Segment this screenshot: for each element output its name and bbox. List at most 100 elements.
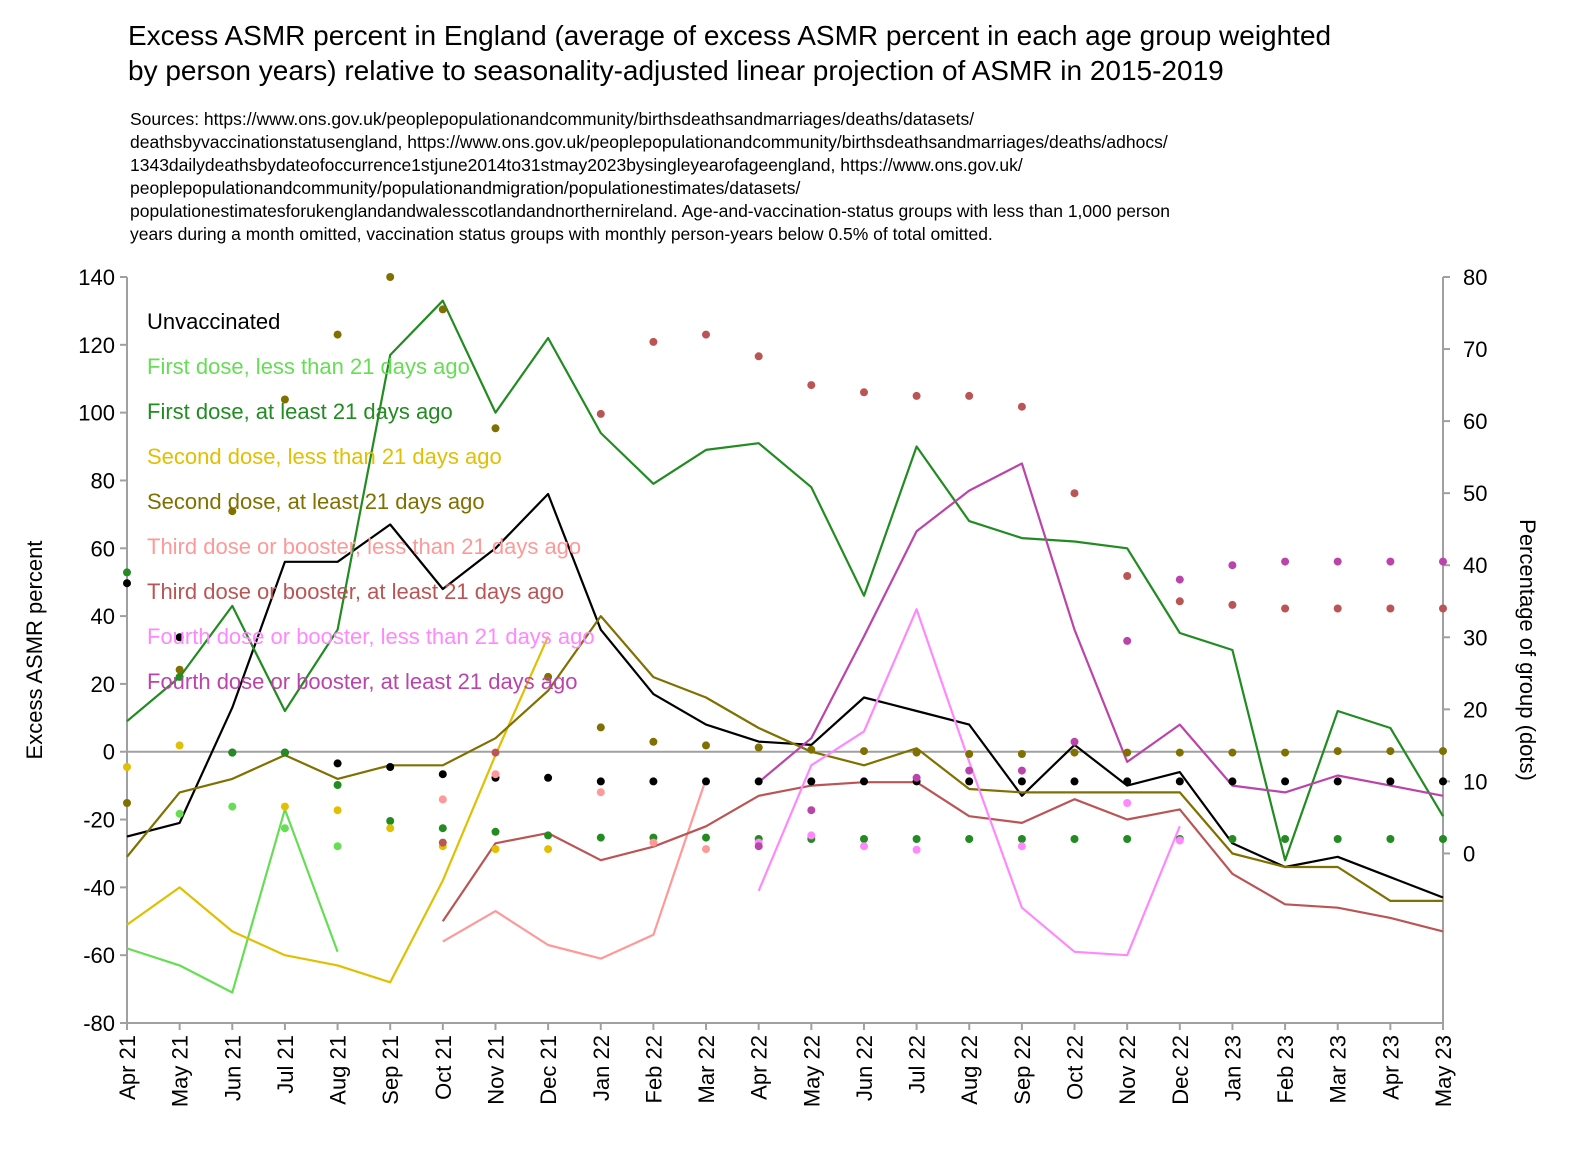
x-tick-label: Oct 21	[431, 1035, 456, 1100]
series-dot-2	[912, 835, 921, 843]
series-line-2	[126, 299, 1444, 862]
x-tick-label: May 21	[168, 1035, 193, 1107]
series-dot-2	[228, 748, 237, 757]
series-dot-6	[1386, 604, 1395, 613]
series-dot-4	[754, 743, 763, 752]
series-dot-1	[280, 824, 289, 833]
series-dot-2	[544, 831, 553, 840]
series-dot-2	[702, 833, 710, 842]
series-dot-4	[438, 305, 447, 314]
y2-tick-label: 0	[1463, 841, 1475, 866]
series-line-7	[757, 608, 1181, 957]
series-dot-1	[333, 842, 342, 851]
series-dot-6	[1228, 600, 1237, 609]
x-tick-label: Mar 22	[694, 1035, 719, 1103]
series-dot-0	[1439, 777, 1447, 786]
series-dot-6	[965, 391, 974, 400]
series-dot-2	[965, 835, 974, 843]
x-tick-label: Dec 21	[536, 1035, 561, 1105]
x-tick-label: Nov 22	[1115, 1035, 1140, 1105]
series-dot-5	[438, 795, 447, 804]
series-dot-5	[491, 770, 500, 779]
series-dot-8	[807, 806, 816, 815]
series-dot-2	[386, 817, 395, 825]
series-line-3	[126, 635, 550, 984]
series-dot-3	[123, 763, 131, 771]
subtitle-line-2: deathsbyvaccinationstatusengland, https:…	[130, 132, 1168, 152]
x-tick-label: Jun 22	[852, 1035, 877, 1101]
y2-tick-label: 20	[1463, 697, 1487, 722]
series-dot-4	[123, 799, 131, 807]
legend-entry-8: Fourth dose or booster, at least 21 days…	[147, 669, 578, 694]
series-dot-2	[1439, 835, 1447, 843]
series-dot-4	[228, 507, 237, 516]
x-tick-label: Jun 21	[220, 1035, 245, 1101]
series-dot-0	[965, 777, 974, 786]
series-dot-4	[1439, 747, 1447, 756]
y2-tick-label: 70	[1463, 337, 1487, 362]
series-dot-2	[175, 672, 184, 681]
series-dot-2	[280, 748, 289, 757]
series-dot-2	[491, 827, 500, 836]
series-dot-0	[123, 579, 131, 588]
subtitle-line-1: Sources: https://www.ons.gov.uk/peoplepo…	[130, 109, 975, 129]
series-lines	[126, 299, 1444, 994]
series-dot-4	[386, 273, 395, 281]
series-dot-6	[807, 381, 816, 390]
x-tick-label: Aug 22	[957, 1035, 982, 1105]
subtitle-line-5: populationestimatesforukenglandandwaless…	[130, 201, 1170, 221]
series-dot-0	[1386, 777, 1395, 786]
y-tick-label: -80	[83, 1011, 115, 1036]
series-dot-0	[860, 777, 868, 786]
series-dots	[123, 273, 1447, 854]
series-dot-2	[123, 568, 131, 577]
series-dot-4	[1017, 750, 1026, 758]
series-dot-8	[1281, 557, 1290, 566]
series-dot-8	[754, 842, 763, 851]
series-dot-4	[596, 723, 605, 732]
x-tick-label: Aug 21	[326, 1035, 351, 1105]
series-dot-3	[386, 824, 395, 833]
legend-entry-2: First dose, at least 21 days ago	[147, 399, 453, 424]
series-dot-5	[649, 838, 658, 847]
series-dot-7	[1175, 836, 1184, 845]
series-dot-4	[1228, 748, 1237, 757]
series-dot-4	[333, 330, 342, 339]
y2-tick-label: 50	[1463, 481, 1487, 506]
series-dot-0	[1123, 777, 1132, 786]
series-dot-8	[1386, 557, 1395, 566]
series-dot-8	[965, 766, 974, 775]
y-tick-label: 40	[91, 604, 115, 629]
x-tick-label: Jul 22	[905, 1035, 930, 1094]
series-dot-0	[1228, 777, 1237, 786]
subtitle-line-6: years during a month omitted, vaccinatio…	[130, 224, 993, 244]
x-tick-label: Nov 21	[483, 1035, 508, 1105]
series-dot-0	[807, 777, 816, 786]
series-dot-8	[1017, 766, 1026, 775]
x-tick-label: May 22	[799, 1035, 824, 1107]
legend-entry-0: Unvaccinated	[147, 309, 280, 334]
series-dot-4	[1386, 747, 1395, 756]
series-dot-4	[1123, 748, 1132, 757]
series-dot-6	[438, 838, 447, 847]
y-tick-label: 20	[91, 672, 115, 697]
series-line-4	[126, 614, 1443, 903]
legend-entry-4: Second dose, at least 21 days ago	[147, 489, 485, 514]
series-dot-6	[491, 748, 500, 757]
y2-tick-label: 10	[1463, 769, 1487, 794]
x-tick-label: Dec 22	[1168, 1035, 1193, 1105]
legend-entry-6: Third dose or booster, at least 21 days …	[147, 579, 564, 604]
series-dot-5	[596, 788, 605, 797]
series-dot-3	[544, 845, 553, 854]
y-tick-label: 60	[91, 536, 115, 561]
y-tick-label: 140	[78, 265, 115, 290]
y2-tick-label: 60	[1463, 409, 1487, 434]
series-dot-6	[649, 337, 658, 346]
series-dot-0	[386, 763, 395, 771]
series-dot-3	[280, 802, 289, 811]
series-dot-4	[1333, 747, 1342, 756]
series-dot-2	[438, 824, 447, 833]
series-dot-0	[1175, 777, 1184, 786]
series-dot-2	[596, 833, 605, 842]
series-dot-7	[860, 842, 868, 851]
